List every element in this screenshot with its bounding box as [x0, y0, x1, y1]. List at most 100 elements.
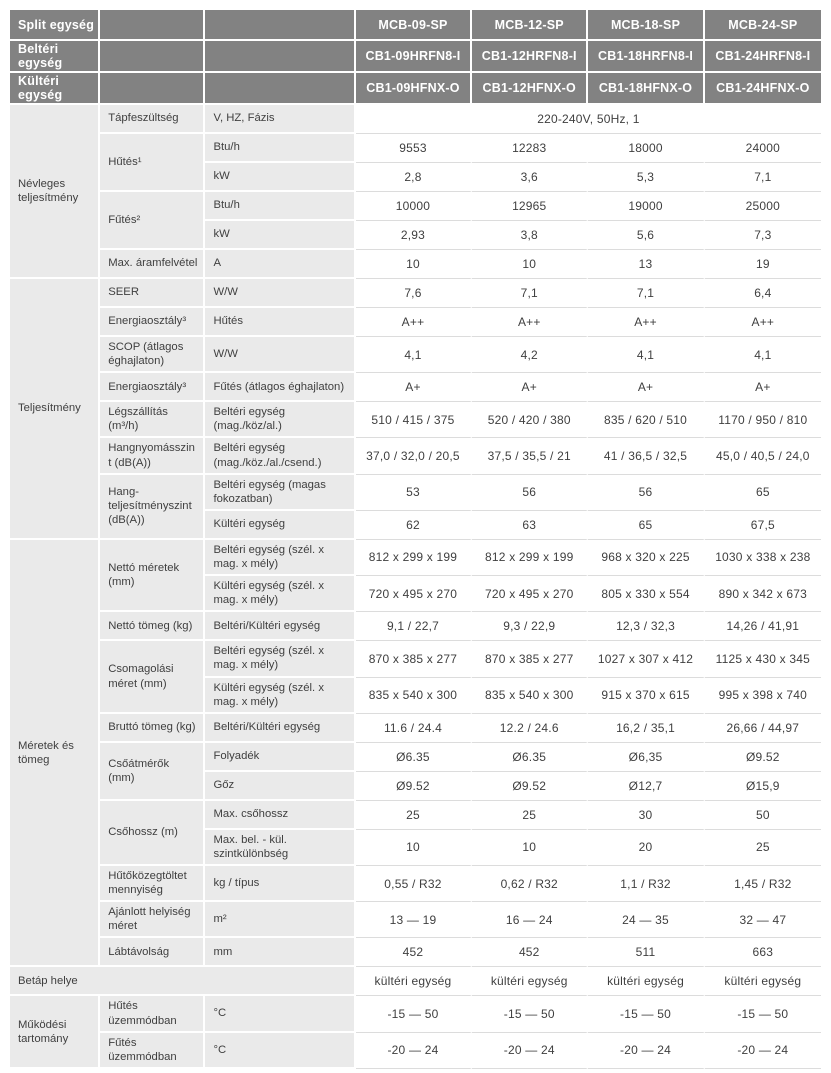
spec-label: Nettó tömeg (kg): [100, 612, 206, 642]
spec-value: 16,2 / 35,1: [588, 713, 705, 743]
spec-value: 1030 x 338 x 238: [704, 539, 821, 577]
table-row-split-unit: Split egység MCB-09-SP MCB-12-SP MCB-18-…: [10, 10, 821, 41]
spec-value: Ø15,9: [704, 771, 821, 801]
model-name: CB1-18HRFN8-I: [588, 41, 705, 73]
spec-value: 7,3: [704, 221, 821, 250]
spec-value: 24 — 35: [588, 902, 705, 939]
spec-value: 1,45 / R32: [704, 865, 821, 903]
spec-value: 62: [355, 510, 473, 540]
spec-value: 37,5 / 35,5 / 21: [472, 438, 589, 475]
spec-sublabel: °C: [205, 996, 356, 1033]
table-row: Kültéri egység (szél. x mag. x mély) 720…: [10, 576, 821, 613]
spec-value: kültéri egység: [704, 967, 821, 997]
spec-value: 18000: [588, 134, 705, 163]
spec-sublabel: Kültéri egység (szél. x mag. x mély): [205, 677, 356, 714]
spec-value: -15 — 50: [472, 996, 589, 1033]
table-row: Energiaosztály³ Hűtés A++ A++ A++ A++: [10, 308, 821, 337]
group-label: Betáp helye: [10, 967, 356, 997]
spec-sublabel: Beltéri/Kültéri egység: [205, 612, 356, 642]
group-label: Méretek és tömeg: [10, 539, 101, 968]
spec-value: 30: [588, 800, 705, 830]
table-row: Méretek és tömeg Nettó méretek (mm) Belt…: [10, 539, 821, 968]
spec-value: 520 / 420 / 380: [472, 402, 589, 439]
table-row: Hangnyomásszint (dB(A)) Beltéri egység (…: [10, 438, 821, 475]
table-row: Működési tartomány Hűtés üzemmódban °C -…: [10, 996, 821, 1069]
spec-value: -20 — 24: [472, 1032, 589, 1069]
spec-value: 20: [588, 829, 705, 866]
spec-label: SCOP (átlagos éghajlaton): [100, 337, 206, 374]
spec-value: 890 x 342 x 673: [704, 576, 821, 613]
spec-value: 9,1 / 22,7: [355, 612, 473, 642]
spec-label: SEER: [100, 279, 206, 308]
spec-value: 10: [355, 829, 473, 866]
spec-value: -15 — 50: [704, 996, 821, 1033]
spec-value: 968 x 320 x 225: [588, 539, 705, 577]
spec-label: Bruttó tömeg (kg): [100, 713, 206, 743]
spec-value: 63: [472, 510, 589, 540]
spec-value: A++: [704, 308, 821, 337]
spec-label: Fűtés üzemmódban: [100, 1032, 206, 1069]
spec-label: Max. áramfelvétel: [100, 250, 206, 279]
spec-value: Ø6.35: [472, 742, 589, 772]
table-row: Hűtőközegtöltet mennyiség kg / típus 0,5…: [10, 865, 821, 903]
spec-value: 1125 x 430 x 345: [704, 641, 821, 678]
spec-value: 41 / 36,5 / 32,5: [588, 438, 705, 475]
spec-label: Ajánlott helyiség méret: [100, 902, 206, 939]
spec-value: 0,62 / R32: [472, 865, 589, 903]
spec-value: 7,1: [704, 163, 821, 192]
spec-sublabel: Beltéri egység (szél. x mag. x mély): [205, 539, 356, 577]
spec-value: 24000: [704, 134, 821, 163]
spec-sublabel: Beltéri egység (szél. x mag. x mély): [205, 641, 356, 678]
spec-value: A+: [472, 373, 589, 403]
spec-value: kültéri egység: [355, 967, 473, 997]
spec-sublabel: W/W: [205, 337, 356, 374]
model-name: CB1-12HFNX-O: [472, 73, 589, 105]
spec-value: A+: [588, 373, 705, 403]
spec-value: Ø9.52: [704, 742, 821, 772]
spec-value: A+: [704, 373, 821, 403]
spec-value: 9,3 / 22,9: [472, 612, 589, 642]
spec-value: 45,0 / 40,5 / 24,0: [704, 438, 821, 475]
model-name: MCB-12-SP: [472, 10, 589, 41]
spec-label: Csomagolási méret (mm): [100, 641, 206, 714]
spec-value: kültéri egység: [472, 967, 589, 997]
spec-value: 7,1: [588, 279, 705, 308]
spec-label: Tápfeszültség: [100, 105, 206, 134]
spec-value: 67,5: [704, 510, 821, 540]
spec-value: 5,3: [588, 163, 705, 192]
table-row: Nettó tömeg (kg) Beltéri/Kültéri egység …: [10, 612, 821, 642]
spec-label: Nettó méretek (mm): [100, 539, 206, 613]
spec-label: Hűtőközegtöltet mennyiség: [100, 865, 206, 903]
spec-value: 915 x 370 x 615: [588, 677, 705, 714]
table-row: Fűtés üzemmódban °C -20 — 24 -20 — 24 -2…: [10, 1032, 821, 1069]
spec-value: 4,1: [588, 337, 705, 374]
spec-sublabel: Beltéri egység (magas fokozatban): [205, 474, 356, 511]
model-name: CB1-18HFNX-O: [588, 73, 705, 105]
spec-sublabel: kg / típus: [205, 865, 356, 903]
spec-value: 10000: [355, 192, 473, 221]
spec-value: 2,93: [355, 221, 473, 250]
spec-sublabel: Max. csőhossz: [205, 800, 356, 830]
spec-value: Ø9.52: [472, 771, 589, 801]
model-name: CB1-24HFNX-O: [704, 73, 821, 105]
header-spacer-cell: [205, 41, 356, 73]
spec-value: -20 — 24: [704, 1032, 821, 1069]
spec-sublabel: kW: [205, 221, 356, 250]
table-row: Ajánlott helyiség méret m² 13 — 19 16 — …: [10, 902, 821, 939]
spec-value: 835 x 540 x 300: [472, 677, 589, 714]
spec-value: 4,2: [472, 337, 589, 374]
spec-sublabel: mm: [205, 938, 356, 968]
spec-label: Légszállítás (m³/h): [100, 402, 206, 439]
spec-value: 452: [355, 938, 473, 968]
spec-value: 14,26 / 41,91: [704, 612, 821, 642]
header-row-label: Split egység: [10, 10, 101, 41]
spec-label: Lábtávolság: [100, 938, 206, 968]
spec-value: 13: [588, 250, 705, 279]
spec-value: 12965: [472, 192, 589, 221]
spec-label: Energiaosztály³: [100, 373, 206, 403]
spec-value: 25000: [704, 192, 821, 221]
spec-value: Ø6.35: [355, 742, 473, 772]
spec-value: 37,0 / 32,0 / 20,5: [355, 438, 473, 475]
spec-value: 56: [472, 474, 589, 511]
spec-value: -15 — 50: [588, 996, 705, 1033]
